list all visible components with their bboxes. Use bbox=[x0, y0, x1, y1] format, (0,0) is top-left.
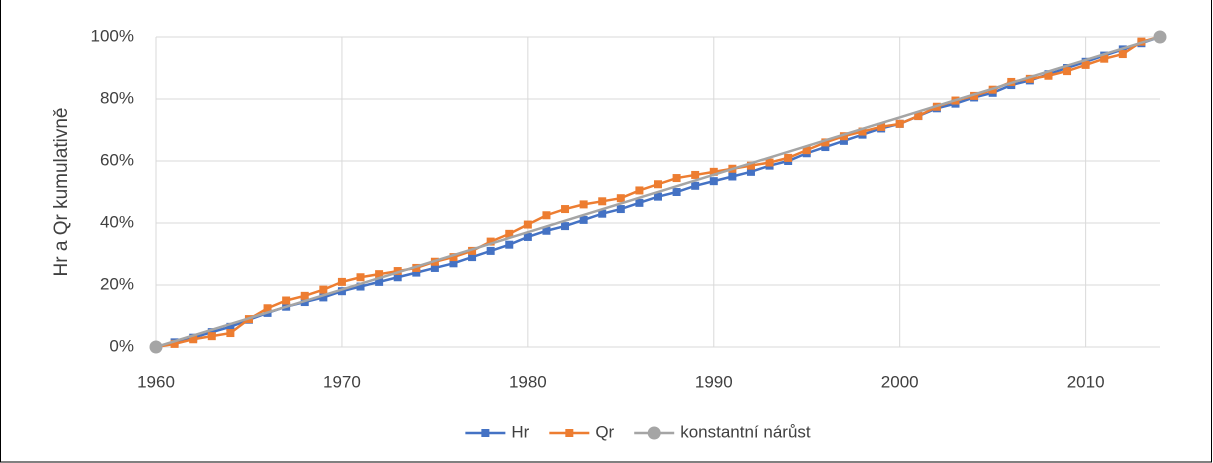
marker bbox=[505, 229, 514, 238]
legend-label: Hr bbox=[511, 422, 529, 441]
marker bbox=[226, 322, 235, 331]
marker bbox=[746, 167, 755, 176]
marker bbox=[579, 200, 588, 209]
y-tick-label: 100% bbox=[91, 26, 134, 45]
marker bbox=[858, 127, 867, 136]
marker bbox=[189, 335, 198, 344]
marker bbox=[635, 198, 644, 207]
marker bbox=[672, 188, 681, 196]
marker bbox=[1044, 71, 1053, 80]
marker bbox=[914, 112, 923, 121]
marker bbox=[709, 177, 718, 186]
marker bbox=[1081, 60, 1090, 69]
x-tick-label: 1970 bbox=[323, 372, 361, 391]
marker bbox=[486, 237, 495, 246]
y-tick-label: 80% bbox=[100, 88, 134, 107]
marker bbox=[839, 136, 848, 145]
marker bbox=[895, 119, 904, 128]
marker bbox=[449, 259, 458, 268]
marker bbox=[337, 277, 346, 286]
marker bbox=[1153, 30, 1167, 44]
marker bbox=[430, 263, 439, 272]
marker bbox=[523, 232, 532, 241]
marker bbox=[765, 158, 774, 167]
x-tick-label: 1960 bbox=[137, 372, 175, 391]
marker bbox=[393, 267, 402, 276]
marker bbox=[375, 270, 384, 279]
marker bbox=[170, 339, 179, 348]
marker bbox=[802, 146, 811, 155]
marker bbox=[784, 153, 793, 162]
marker bbox=[468, 246, 477, 255]
marker bbox=[1118, 50, 1127, 59]
marker bbox=[561, 205, 570, 214]
legend-marker bbox=[565, 429, 574, 437]
legend-marker bbox=[647, 426, 661, 440]
marker bbox=[356, 273, 365, 282]
marker bbox=[616, 205, 625, 214]
marker bbox=[579, 215, 588, 224]
y-tick-label: 0% bbox=[109, 336, 134, 355]
marker bbox=[598, 209, 607, 218]
marker bbox=[1063, 67, 1072, 76]
y-axis-title: Hr a Qr kumulativně bbox=[51, 108, 72, 277]
marker bbox=[691, 181, 700, 190]
marker bbox=[282, 296, 291, 305]
marker bbox=[598, 197, 607, 206]
marker bbox=[319, 285, 328, 294]
marker bbox=[542, 211, 551, 220]
x-tick-label: 1980 bbox=[509, 372, 547, 391]
marker bbox=[1100, 54, 1109, 63]
marker bbox=[226, 329, 235, 338]
marker bbox=[207, 328, 216, 337]
marker bbox=[635, 186, 644, 195]
marker bbox=[709, 167, 718, 176]
marker bbox=[300, 291, 309, 300]
marker bbox=[821, 143, 830, 152]
y-tick-label: 60% bbox=[100, 150, 134, 169]
marker bbox=[356, 282, 365, 291]
marker bbox=[393, 273, 402, 282]
marker bbox=[1025, 74, 1034, 83]
marker bbox=[746, 161, 755, 170]
marker bbox=[468, 253, 477, 262]
marker bbox=[654, 180, 662, 189]
marker bbox=[654, 192, 662, 201]
y-tick-label: 20% bbox=[100, 274, 134, 293]
legend-label: konstantní nárůst bbox=[680, 422, 811, 441]
marker bbox=[691, 170, 700, 179]
marker bbox=[412, 268, 421, 277]
marker bbox=[821, 138, 830, 147]
marker bbox=[523, 220, 532, 229]
marker bbox=[616, 194, 625, 203]
x-tick-label: 2000 bbox=[881, 372, 919, 391]
x-tick-label: 2010 bbox=[1067, 372, 1105, 391]
legend: Hr Qr konstantní nárůst bbox=[465, 422, 811, 441]
series-line bbox=[155, 35, 1161, 349]
marker bbox=[207, 332, 216, 341]
marker bbox=[375, 277, 384, 286]
marker bbox=[412, 263, 421, 272]
marker bbox=[672, 174, 681, 183]
marker bbox=[970, 91, 979, 100]
marker bbox=[319, 293, 328, 302]
marker bbox=[561, 222, 570, 231]
marker bbox=[728, 172, 737, 181]
marker bbox=[149, 340, 163, 354]
legend-marker bbox=[481, 429, 490, 437]
marker bbox=[449, 253, 458, 262]
marker bbox=[877, 122, 886, 131]
marker bbox=[542, 226, 551, 235]
marker bbox=[486, 246, 495, 255]
y-tick-label: 40% bbox=[100, 212, 134, 231]
marker bbox=[839, 132, 848, 141]
marker bbox=[505, 240, 514, 249]
marker bbox=[263, 304, 272, 313]
marker bbox=[337, 287, 346, 296]
x-tick-label: 1990 bbox=[695, 372, 733, 391]
legend-label: Qr bbox=[595, 422, 614, 441]
